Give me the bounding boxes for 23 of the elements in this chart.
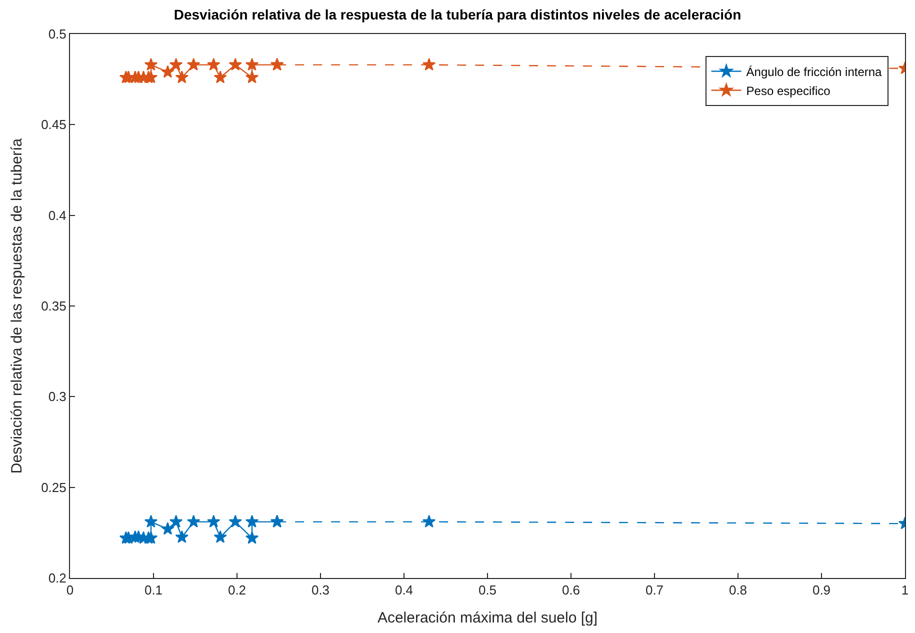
legend-label: Ángulo de fricción interna [746, 64, 882, 79]
y-tick-label: 0.5 [48, 26, 66, 42]
y-axis-title: Desviación relativa de las respuestas de la tubería [8, 138, 26, 474]
y-tick-label: 0.25 [41, 480, 66, 495]
legend-label: Peso especifico [746, 84, 831, 98]
y-tick-label: 0.4 [48, 208, 66, 223]
x-tick-label: 0 [66, 582, 74, 598]
x-tick-label: 0.6 [562, 582, 580, 598]
chart-title: Desviación relativa de la respuesta de la tubería para distintos niveles de aceleración [174, 6, 742, 22]
x-tick-label: 0.7 [645, 582, 664, 598]
x-tick-label: 0.9 [812, 582, 831, 598]
x-tick-label: 0.8 [728, 582, 748, 598]
x-tick-label: 0.2 [228, 582, 246, 598]
x-tick-label: 1 [901, 582, 909, 598]
x-tick-label: 0.1 [144, 582, 163, 598]
y-tick-label: 0.35 [41, 298, 66, 314]
x-tick-label: 0.5 [478, 582, 497, 598]
x-tick-label: 0.4 [394, 582, 414, 598]
y-tick-label: 0.45 [41, 117, 66, 132]
x-tick-label: 0.3 [311, 582, 330, 598]
y-tick-label: 0.2 [48, 570, 66, 586]
y-tick-label: 0.3 [48, 389, 66, 404]
x-axis-title: Aceleración máxima del suelo [g] [377, 610, 598, 627]
